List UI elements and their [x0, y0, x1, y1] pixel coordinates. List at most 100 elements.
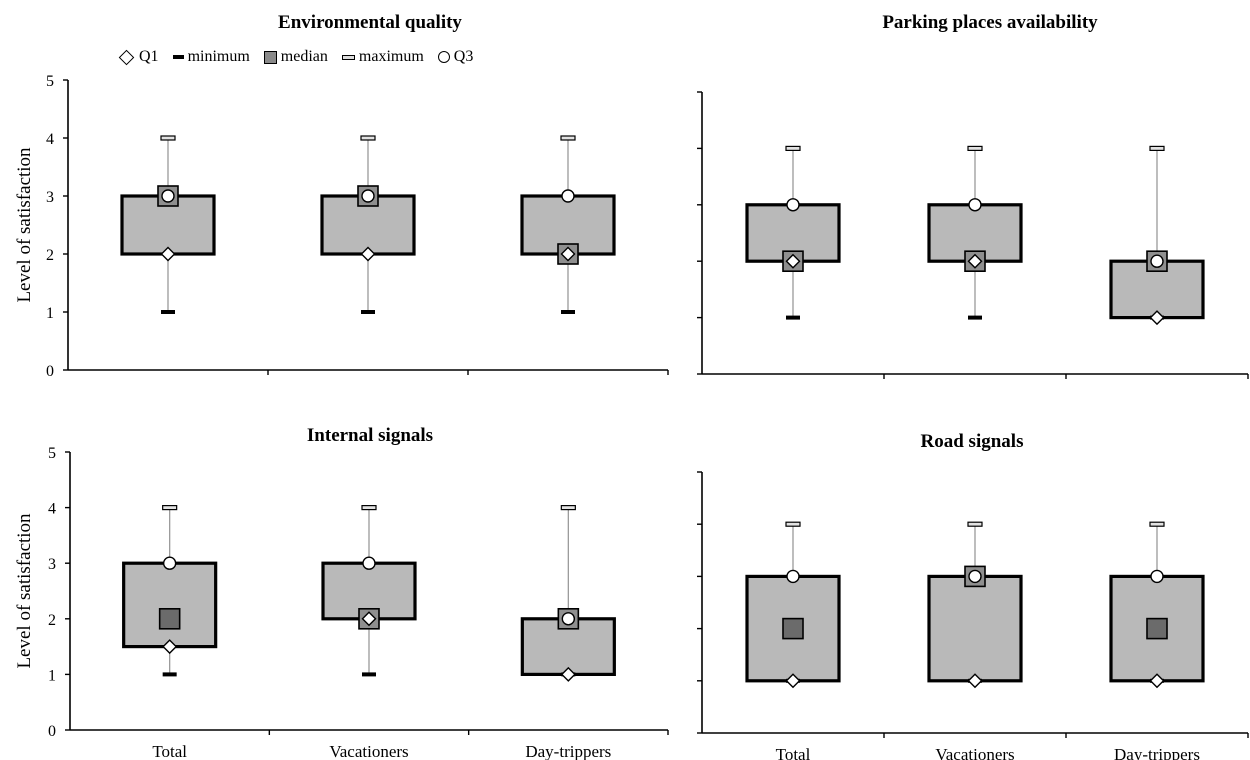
maximum-marker [360, 135, 376, 141]
y-tick-label: 0 [48, 723, 56, 740]
q1-marker [160, 246, 176, 262]
chart-title: Parking places availability [882, 12, 1098, 33]
legend-label: median [280, 48, 328, 65]
y-tick-label: 0 [46, 363, 54, 380]
min-bar-icon [172, 55, 184, 59]
maximum-marker [361, 505, 377, 511]
y-tick-label: 5 [48, 445, 56, 462]
chart-title: Internal signals [307, 425, 433, 446]
legend-label: Q1 [139, 48, 159, 65]
box-vacationers [320, 135, 416, 314]
y-tick-label: 3 [48, 556, 56, 573]
box-day-trippers [1109, 521, 1205, 689]
median-square-icon [263, 50, 277, 64]
y-tick-label: 2 [48, 612, 56, 629]
x-tick-label: Vacationers [329, 742, 408, 760]
maximum-marker [967, 521, 983, 527]
box-vacationers [927, 145, 1023, 320]
iqr-box [745, 574, 841, 683]
q1-marker [1149, 673, 1165, 689]
maximum-marker [160, 135, 176, 141]
x-tick-label: Total [152, 742, 187, 760]
y-tick-label: 1 [48, 667, 56, 684]
y-axis-label: Level of satisfaction [14, 513, 35, 669]
q1-marker [785, 673, 801, 689]
legend-item-minimum: minimum [172, 48, 250, 66]
q3-marker [968, 569, 982, 584]
x-tick-label: Day-trippers [525, 742, 611, 760]
q3-marker [786, 198, 800, 212]
y-tick-label: 2 [46, 247, 54, 264]
q3-marker [1150, 569, 1164, 584]
circle-icon [437, 51, 450, 63]
q1-marker [967, 253, 983, 269]
q3-marker [361, 189, 375, 203]
max-bar-icon [341, 54, 355, 60]
legend-label: Q3 [453, 48, 474, 65]
q3-marker [786, 569, 800, 584]
q1-marker [360, 246, 376, 262]
q3-marker [561, 189, 575, 203]
box-vacationers [321, 505, 417, 677]
x-tick-label: Total [776, 745, 811, 760]
maximum-marker [560, 135, 576, 141]
maximum-marker [785, 521, 801, 527]
median-marker [1146, 617, 1168, 640]
minimum-marker [561, 310, 575, 314]
box-day-trippers [1109, 145, 1205, 326]
y-tick-label: 4 [46, 131, 54, 148]
q3-marker [561, 612, 576, 626]
y-tick-label: 4 [48, 501, 56, 518]
maximum-marker [1149, 145, 1165, 151]
box-day-trippers [520, 135, 616, 314]
y-tick-label: 1 [46, 305, 54, 322]
legend-label: minimum [187, 48, 250, 65]
median-marker [782, 617, 804, 640]
q1-marker [1149, 310, 1165, 326]
box-total [120, 135, 216, 314]
maximum-marker [162, 505, 178, 511]
minimum-marker [362, 672, 376, 677]
legend-item-q1: Q1 [118, 48, 159, 66]
maximum-marker [1149, 521, 1165, 527]
x-tick-label: Day-trippers [1114, 745, 1200, 760]
chart-panel-2: Parking places availability [697, 12, 1249, 379]
legend-label: maximum [358, 48, 424, 65]
q1-marker [162, 639, 178, 655]
chart-title: Environmental quality [278, 12, 462, 33]
y-axis-label: Level of satisfaction [14, 147, 35, 303]
minimum-marker [161, 310, 175, 314]
x-tick-label: Vacationers [935, 745, 1014, 760]
iqr-box [927, 574, 1023, 683]
box-total [745, 521, 841, 689]
legend-item-median: median [263, 48, 328, 66]
q3-marker [1150, 254, 1164, 268]
chart-title: Road signals [921, 431, 1024, 452]
q1-marker [560, 246, 576, 262]
q3-marker [162, 556, 177, 570]
diamond-icon [118, 49, 135, 65]
chart-panel-1: Environmental quality 0 1 2 3 4 5 Level of sati… [14, 12, 669, 380]
maximum-marker [785, 145, 801, 151]
q3-marker [362, 556, 376, 570]
median-marker [158, 607, 181, 630]
minimum-marker [162, 672, 177, 677]
chart-panel-4: Road signals Total Vacationers Day-trippers [697, 431, 1249, 760]
box-vacationers [927, 521, 1023, 689]
y-tick-label: 5 [46, 73, 54, 90]
q3-marker [161, 189, 175, 203]
q1-marker [785, 253, 801, 269]
iqr-box [122, 561, 218, 649]
q1-marker [560, 666, 576, 682]
legend: Q1 minimum median maximum Q3 [118, 48, 473, 66]
q1-marker [967, 673, 983, 689]
box-total [122, 505, 218, 677]
legend-item-q3: Q3 [437, 48, 474, 66]
minimum-marker [786, 315, 800, 320]
box-total [745, 145, 841, 320]
q1-marker [361, 611, 377, 627]
y-tick-label: 3 [46, 189, 54, 206]
legend-item-maximum: maximum [341, 48, 424, 66]
maximum-marker [967, 145, 983, 151]
